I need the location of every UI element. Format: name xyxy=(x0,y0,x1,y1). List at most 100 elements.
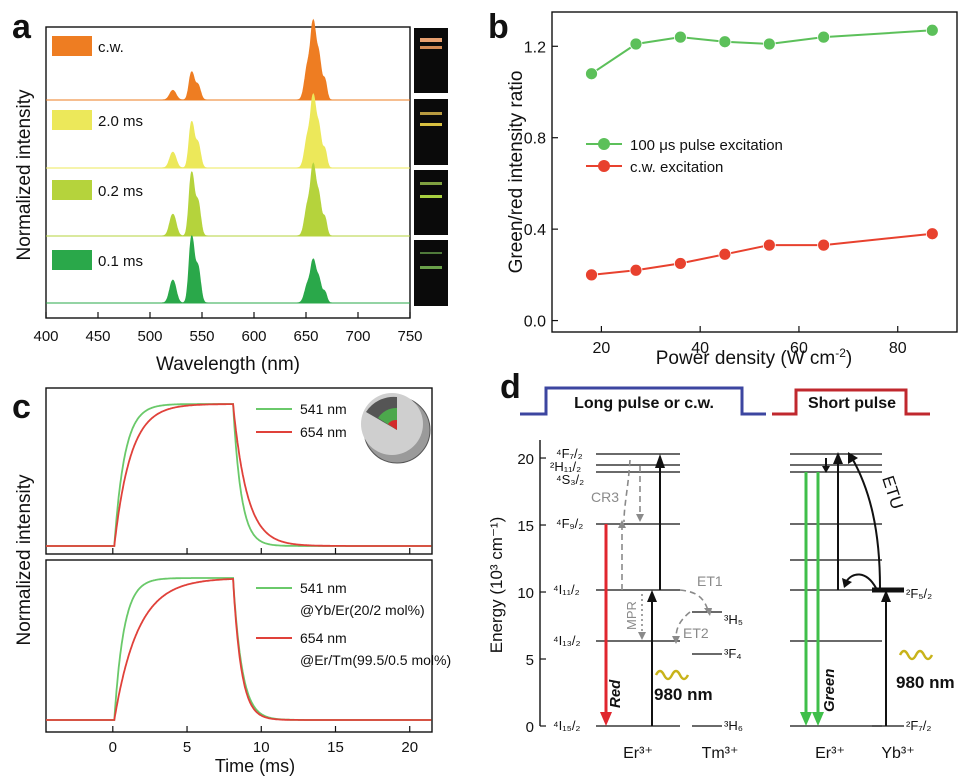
data-point xyxy=(718,35,732,49)
ion-label-er-right: Er³⁺ xyxy=(815,745,845,762)
x-tick-label: 450 xyxy=(85,328,110,345)
x-tick-label: 5 xyxy=(183,739,191,756)
y-tick-label: 0.4 xyxy=(524,222,546,239)
data-point xyxy=(674,257,687,270)
panel-c-chart: 0 5 10 15 20 541 nm 654 nm 541 nm @Yb/Er(20/… xyxy=(14,387,451,776)
pump-wave-icon-right xyxy=(898,649,934,661)
x-tick-label: 20 xyxy=(401,739,418,756)
legend-label-er-tm: @Er/Tm(99.5/0.5 mol%) xyxy=(300,652,451,668)
spectrum-1 xyxy=(46,92,410,169)
photo-01ms xyxy=(414,240,448,306)
data-point xyxy=(585,67,598,81)
pump-label-left: 980 nm xyxy=(654,685,713,704)
x-tick-label: 40 xyxy=(691,340,709,357)
level-4F7/2: ⁴F₇/₂ xyxy=(556,446,583,461)
legend-marker-cw xyxy=(598,160,610,172)
x-tick-label: 700 xyxy=(345,328,370,345)
data-point xyxy=(762,37,776,51)
x-tick-label: 600 xyxy=(241,328,266,345)
ion-label-er-left: Er³⁺ xyxy=(623,745,653,762)
data-point xyxy=(629,263,643,277)
svg-text:²F₅/₂: ²F₅/₂ xyxy=(906,586,932,601)
energy-tick-label: 0 xyxy=(526,719,534,736)
data-point xyxy=(817,238,831,252)
green-arrow-label: Green xyxy=(821,669,838,712)
x-tick-label: 60 xyxy=(790,340,808,357)
x-tick-label: 80 xyxy=(889,340,907,357)
x-tick-label: 15 xyxy=(327,739,344,756)
x-tick-label: 750 xyxy=(397,328,422,345)
legend-label-2ms: 2.0 ms xyxy=(98,113,143,130)
x-tick-label: 550 xyxy=(189,328,214,345)
data-point xyxy=(674,30,687,44)
etu-label: ETU xyxy=(878,473,907,511)
ion-label-tm: Tm³⁺ xyxy=(702,745,739,762)
panel-a-x-ticks: 400 450 500 550 600 650 700 750 xyxy=(33,312,423,345)
legend-label-01ms: 0.1 ms xyxy=(98,253,143,270)
y-tick-label: 0.8 xyxy=(524,131,546,148)
svg-text:³F₄: ³F₄ xyxy=(724,646,742,661)
energy-transfer-arrow xyxy=(845,573,877,589)
level-4I11/2: ⁴I₁₁/₂ xyxy=(553,582,580,597)
spectrum-2 xyxy=(46,162,410,237)
legend-marker-pulse xyxy=(598,138,610,150)
spectrum-0 xyxy=(46,18,410,101)
panel-b-series xyxy=(585,23,939,282)
er-level-labels: ⁴F₇/₂ ²H₁₁/₂ ⁴S₃/₂ ⁴F₉/₂ ⁴I₁₁/₂ ⁴I₁₃/₂ ⁴… xyxy=(550,446,584,733)
panel-label-a: a xyxy=(12,8,32,46)
energy-axis-ticks: 0 5 10 15 20 xyxy=(517,451,546,736)
legend-label-654-top: 654 nm xyxy=(300,424,347,440)
tm-level-labels: ³H₅ ³F₄ ³H₆ xyxy=(724,612,743,733)
svg-text:MPR: MPR xyxy=(624,601,639,630)
data-point xyxy=(925,227,939,241)
svg-text:³H₅: ³H₅ xyxy=(724,612,743,627)
energy-tick-label: 5 xyxy=(526,652,534,669)
energy-tick-label: 20 xyxy=(517,451,534,468)
level-4I15/2: ⁴I₁₅/₂ xyxy=(553,718,580,733)
panel-b-ticks: 20 40 60 80 0.0 0.4 0.8 1.2 xyxy=(524,39,907,357)
ion-label-yb: Yb³⁺ xyxy=(881,745,914,762)
panel-b-frame xyxy=(551,11,958,333)
panel-a-spectra: c.w. 2.0 ms 0.2 ms 0.1 ms 400 450 500 550 60… xyxy=(14,18,448,375)
energy-tick-label: 15 xyxy=(517,518,534,535)
decay-654-bottom xyxy=(46,578,432,721)
y-tick-label: 0.0 xyxy=(524,314,546,331)
panel-c-ylabel: Normalized intensity xyxy=(14,474,35,646)
svg-text:²F₇/₂: ²F₇/₂ xyxy=(906,718,931,733)
x-tick-label: 400 xyxy=(33,328,58,345)
core-shell-particle-icon xyxy=(361,393,431,464)
legend-label-541-top: 541 nm xyxy=(300,401,347,417)
data-point xyxy=(629,37,643,51)
x-tick-label: 500 xyxy=(137,328,162,345)
data-point xyxy=(762,238,776,252)
svg-text:³H₆: ³H₆ xyxy=(724,718,743,733)
legend-label-cw-excitation: c.w. excitation xyxy=(630,159,723,176)
y-tick-label: 1.2 xyxy=(524,39,546,56)
panel-c-top-frame xyxy=(45,387,433,555)
panel-b-chart: 20 40 60 80 0.0 0.4 0.8 1.2 100 μs pulse excita… xyxy=(506,11,958,369)
red-arrow-label: Red xyxy=(607,679,624,708)
spectra-traces xyxy=(46,18,410,304)
photo-cw xyxy=(414,28,448,93)
x-tick-label: 20 xyxy=(592,340,610,357)
panel-a-xlabel: Wavelength (nm) xyxy=(156,354,300,375)
spectrum-3 xyxy=(46,235,410,304)
x-tick-label: 650 xyxy=(293,328,318,345)
panel-d-energy-diagram: Long pulse or c.w. Short pulse 05101520 … xyxy=(487,386,955,762)
er-energy-levels-left xyxy=(596,453,680,727)
level-2H11/2: ²H₁₁/₂ xyxy=(550,459,581,474)
data-point xyxy=(925,23,939,37)
process-labels: CR3 ET1 ET2 MPR xyxy=(591,489,723,641)
data-point xyxy=(585,268,598,282)
legend-swatch-02ms xyxy=(52,180,92,200)
legend-label-654-bottom: 654 nm xyxy=(300,630,347,646)
level-4S3/2: ⁴S₃/₂ xyxy=(556,472,584,487)
panel-b-xlabel: Power density (W cm-2) xyxy=(656,346,852,369)
legend-swatch-01ms xyxy=(52,250,92,270)
gray-processes xyxy=(621,459,709,639)
panel-c-decay-curves xyxy=(46,403,432,721)
panel-label-d: d xyxy=(500,368,521,406)
svg-text:ET2: ET2 xyxy=(683,625,709,641)
legend-label-541-bottom: 541 nm xyxy=(300,580,347,596)
